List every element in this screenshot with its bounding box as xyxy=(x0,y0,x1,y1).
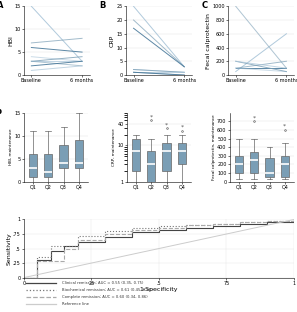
Text: B: B xyxy=(99,1,106,10)
Y-axis label: CRP, maintenance: CRP, maintenance xyxy=(112,128,116,166)
Y-axis label: Fecal calprotectin: Fecal calprotectin xyxy=(206,13,211,69)
FancyBboxPatch shape xyxy=(59,145,68,168)
FancyBboxPatch shape xyxy=(265,158,274,177)
Text: *: * xyxy=(253,115,256,120)
Text: *: * xyxy=(180,125,184,130)
Y-axis label: Fecal calprotectin, maintenance: Fecal calprotectin, maintenance xyxy=(212,115,216,180)
Text: b: b xyxy=(0,107,1,116)
FancyBboxPatch shape xyxy=(235,156,243,173)
FancyBboxPatch shape xyxy=(75,140,83,168)
Y-axis label: HBI: HBI xyxy=(8,35,13,46)
Text: Complete remission; AUC = 0.60 (0.34, 0.86): Complete remission; AUC = 0.60 (0.34, 0.… xyxy=(61,295,147,299)
Text: *: * xyxy=(165,122,168,127)
Y-axis label: Sensitivity: Sensitivity xyxy=(7,232,11,265)
Text: Reference line: Reference line xyxy=(61,302,89,306)
Text: C: C xyxy=(202,1,208,10)
FancyBboxPatch shape xyxy=(44,154,53,177)
X-axis label: 1-Specificity: 1-Specificity xyxy=(140,287,178,292)
FancyBboxPatch shape xyxy=(29,154,37,177)
Text: A: A xyxy=(0,1,4,10)
FancyBboxPatch shape xyxy=(281,156,289,177)
FancyBboxPatch shape xyxy=(162,143,171,171)
Y-axis label: CRP: CRP xyxy=(110,35,115,47)
FancyBboxPatch shape xyxy=(178,143,186,164)
Y-axis label: HBI, maintenance: HBI, maintenance xyxy=(9,129,13,165)
Text: *: * xyxy=(283,124,286,129)
Text: Biochemical remission; AUC = 0.61 (0.45, 0.84): Biochemical remission; AUC = 0.61 (0.45,… xyxy=(61,288,152,292)
Text: *: * xyxy=(150,114,153,119)
FancyBboxPatch shape xyxy=(147,151,155,182)
Text: Clinical remission; AUC = 0.55 (0.35, 0.75): Clinical remission; AUC = 0.55 (0.35, 0.… xyxy=(61,281,143,285)
FancyBboxPatch shape xyxy=(250,152,258,173)
FancyBboxPatch shape xyxy=(132,139,140,171)
